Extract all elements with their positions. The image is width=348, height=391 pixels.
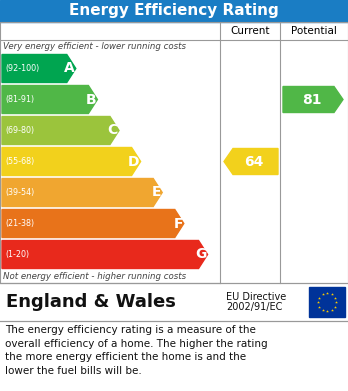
Polygon shape <box>2 210 184 237</box>
Text: 2002/91/EC: 2002/91/EC <box>226 302 282 312</box>
Text: Potential: Potential <box>291 26 337 36</box>
Bar <box>0 0 348 22</box>
Text: (39-54): (39-54) <box>5 188 34 197</box>
Text: 81: 81 <box>302 93 322 106</box>
Polygon shape <box>2 179 162 206</box>
Polygon shape <box>283 86 343 113</box>
Text: Energy Efficiency Rating: Energy Efficiency Rating <box>69 4 279 18</box>
Polygon shape <box>224 149 278 174</box>
Polygon shape <box>2 86 97 113</box>
Text: E: E <box>152 185 161 199</box>
Text: Not energy efficient - higher running costs: Not energy efficient - higher running co… <box>3 272 186 281</box>
Bar <box>0 283 348 321</box>
Text: (21-38): (21-38) <box>5 219 34 228</box>
Text: (81-91): (81-91) <box>5 95 34 104</box>
Text: (1-20): (1-20) <box>5 250 29 259</box>
Text: C: C <box>108 124 118 138</box>
Polygon shape <box>2 54 76 83</box>
Bar <box>0 22 348 283</box>
Text: (55-68): (55-68) <box>5 157 34 166</box>
Polygon shape <box>2 117 119 145</box>
Polygon shape <box>2 147 141 176</box>
Text: F: F <box>173 217 183 231</box>
Polygon shape <box>2 240 207 269</box>
Text: Very energy efficient - lower running costs: Very energy efficient - lower running co… <box>3 42 186 51</box>
Text: Current: Current <box>230 26 270 36</box>
Text: The energy efficiency rating is a measure of the
overall efficiency of a home. T: The energy efficiency rating is a measur… <box>5 325 268 376</box>
Text: (92-100): (92-100) <box>5 64 39 73</box>
Text: (69-80): (69-80) <box>5 126 34 135</box>
Text: A: A <box>64 61 75 75</box>
Text: England & Wales: England & Wales <box>6 293 176 311</box>
Text: D: D <box>128 154 140 169</box>
Text: B: B <box>86 93 96 106</box>
Bar <box>309 287 345 317</box>
Text: 64: 64 <box>244 154 264 169</box>
Text: G: G <box>195 248 207 262</box>
Text: EU Directive: EU Directive <box>226 292 286 302</box>
